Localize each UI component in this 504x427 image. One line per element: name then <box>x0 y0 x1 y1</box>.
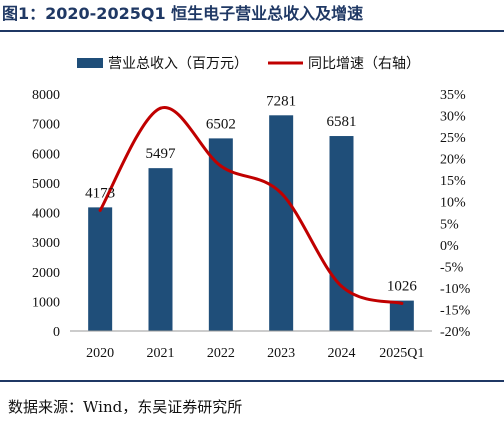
growth-line-point <box>219 164 223 168</box>
footer-divider <box>0 380 504 382</box>
line-series <box>98 106 404 305</box>
bar-value-label: 6581 <box>327 114 357 130</box>
left-axis-tick-label: 8000 <box>32 88 60 103</box>
title-divider <box>0 30 504 32</box>
x-axis-tick-label: 2021 <box>147 346 175 361</box>
bar-value-label: 1026 <box>387 279 418 295</box>
growth-line-point <box>400 301 404 305</box>
bar <box>389 300 414 331</box>
bar <box>148 168 173 331</box>
legend-bar-label: 营业总收入（百万元） <box>108 56 248 72</box>
growth-line-point <box>159 106 162 110</box>
x-axis: 2020 2021 2022 2023 2024 2025Q1 <box>86 346 424 361</box>
left-axis-tick-label: 2000 <box>32 266 60 281</box>
legend-line-label: 同比增速（右轴） <box>308 56 420 72</box>
growth-line-point <box>279 191 283 195</box>
growth-line-path <box>98 106 404 305</box>
legend-bar-swatch <box>77 58 103 68</box>
x-axis-tick-label: 2025Q1 <box>379 346 424 361</box>
bar <box>329 136 354 331</box>
source-note: 数据来源：Wind，东吴证券研究所 <box>8 398 243 416</box>
legend: 营业总收入（百万元） 同比增速（右轴） <box>77 56 420 72</box>
x-axis-tick-label: 2022 <box>207 346 235 361</box>
revenue-growth-chart: 营业总收入（百万元） 同比增速（右轴） 0 1000 2000 3000 4000 500… <box>32 56 471 361</box>
right-axis-tick-label: 30% <box>440 110 466 125</box>
left-axis-tick-label: 6000 <box>32 147 60 162</box>
left-axis-tick-label: 4000 <box>32 207 60 222</box>
bar-value-label: 4173 <box>85 185 115 201</box>
bar-value-label: 7281 <box>266 93 296 109</box>
right-axis-tick-label: 20% <box>440 153 466 168</box>
right-axis-tick-label: -20% <box>440 325 471 340</box>
x-axis-tick-label: 2023 <box>267 346 295 361</box>
growth-line-point <box>98 208 102 212</box>
right-axis-tick-label: 15% <box>440 174 466 189</box>
bar-data-labels: 4173 5497 6502 7281 6581 1026 <box>85 93 417 294</box>
bar <box>88 207 113 331</box>
left-axis-tick-label: 0 <box>53 325 60 340</box>
right-axis-tick-label: 5% <box>440 217 459 232</box>
bar-value-label: 5497 <box>146 146 177 162</box>
right-axis-tick-label: 0% <box>440 239 459 254</box>
x-axis-tick-label: 2020 <box>86 346 114 361</box>
growth-line-point <box>340 284 343 288</box>
right-axis-tick-label: 10% <box>440 196 466 211</box>
bar-value-label: 6502 <box>206 116 236 132</box>
left-axis-tick-label: 1000 <box>32 295 60 310</box>
x-axis-tick-label: 2024 <box>328 346 356 361</box>
right-axis: 35% 30% 25% 20% 15% 10% 5% 0% -5% -10% -15% -20% <box>440 88 471 340</box>
right-axis-tick-label: -5% <box>440 260 464 275</box>
right-axis-tick-label: -10% <box>440 282 471 297</box>
left-axis-tick-label: 7000 <box>32 118 60 133</box>
left-axis-tick-label: 5000 <box>32 177 60 192</box>
right-axis-tick-label: -15% <box>440 303 471 318</box>
right-axis-tick-label: 35% <box>440 88 466 103</box>
left-axis-tick-label: 3000 <box>32 236 60 251</box>
bar <box>269 115 294 331</box>
bar-series <box>88 115 414 331</box>
figure-title: 图1：2020-2025Q1 恒生电子营业总收入及增速 <box>2 4 364 23</box>
left-axis: 0 1000 2000 3000 4000 5000 6000 7000 8000 <box>32 88 60 340</box>
right-axis-tick-label: 25% <box>440 131 466 146</box>
